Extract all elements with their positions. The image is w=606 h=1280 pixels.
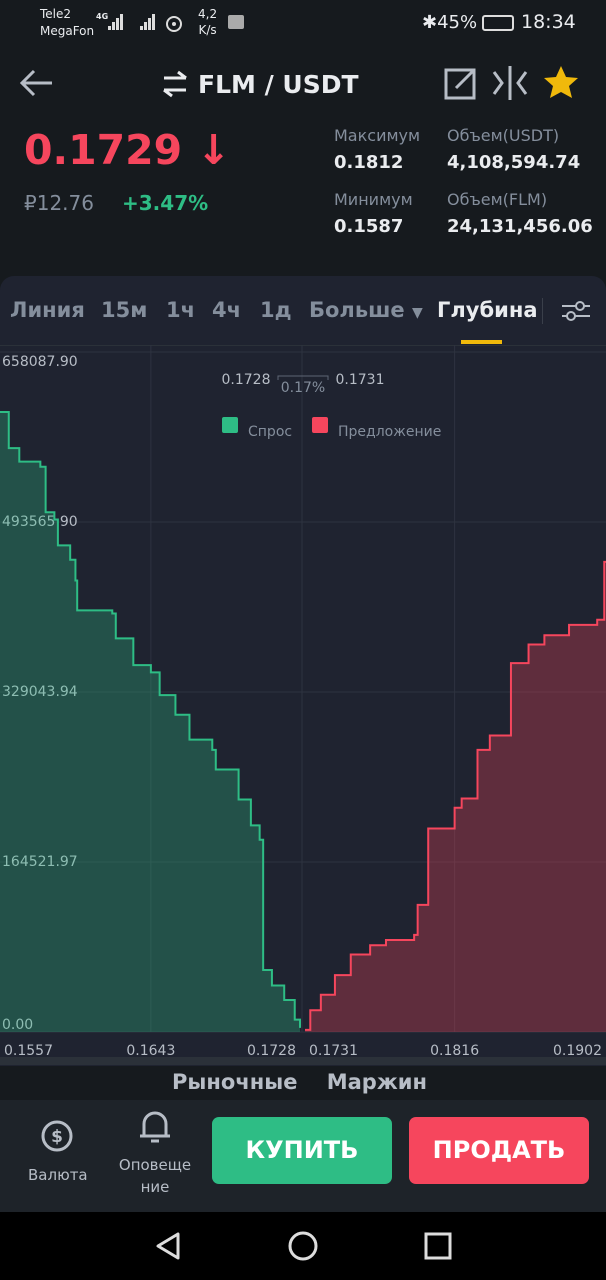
stat-label: Объем(FLM)	[447, 190, 548, 209]
stat-label: Максимум	[334, 126, 421, 145]
depth-line	[305, 560, 606, 1031]
carrier: Tele2 MegaFon	[40, 6, 94, 40]
y-tick-label: 164521.97	[2, 854, 78, 870]
divider	[542, 298, 543, 324]
y-tick-label: 329043.94	[2, 684, 78, 700]
y-tick-label: 658087.90	[2, 354, 78, 370]
network: 4G	[96, 12, 109, 21]
hms-icon	[228, 15, 244, 29]
x-tick-label: 0.1643	[126, 1043, 175, 1059]
buy-button[interactable]: КУПИТЬ	[212, 1117, 392, 1184]
speed-value: 4,2	[198, 7, 218, 21]
x-tick-label: 0.1728	[247, 1043, 296, 1059]
price-rub: ₽12.76	[24, 191, 94, 215]
price-row: 0.1729 ↓	[24, 126, 231, 174]
tab[interactable]: Больше ▼	[309, 298, 423, 322]
header-icons	[19, 66, 578, 100]
nav-bar	[0, 1212, 606, 1280]
tab[interactable]: Линия	[10, 298, 85, 322]
battery-icon	[482, 15, 514, 31]
divider	[0, 345, 606, 346]
stat-value: 4,108,594.74	[447, 152, 581, 173]
carrier1: Tele2	[40, 7, 72, 21]
tab[interactable]: 15м	[101, 298, 148, 322]
stat-value: 0.1587	[334, 216, 404, 237]
change: +3.47%	[122, 191, 209, 215]
order-tabs: Рыночные Маржин	[172, 1070, 427, 1100]
sell-button[interactable]: ПРОДАТЬ	[409, 1117, 589, 1184]
svg-text:$: $	[51, 1127, 63, 1147]
currency-icon: $	[41, 1120, 73, 1152]
legend-label: Спрос	[248, 424, 292, 440]
battery: 45%	[437, 12, 478, 33]
speed-unit: K/s	[198, 23, 217, 37]
tab-indicator	[461, 340, 502, 344]
stat-value: 24,131,456.06	[447, 216, 593, 237]
settings-icon[interactable]	[560, 298, 592, 324]
chart-panel	[0, 276, 606, 1066]
tab[interactable]: 4ч	[212, 298, 242, 322]
stat-label: Минимум	[334, 190, 413, 209]
spread-high: 0.1731	[336, 372, 385, 388]
tab-text: Больше	[309, 298, 405, 322]
alerts-button[interactable]: Оповещение	[118, 1156, 192, 1196]
x-tick-label: 0.1816	[430, 1043, 479, 1059]
order-tab[interactable]: Маржин	[326, 1070, 427, 1094]
price: 0.1729	[24, 126, 183, 174]
y-tick-label: 0.00	[2, 1017, 33, 1033]
depth-area	[305, 561, 606, 1032]
spread-bracket	[277, 375, 329, 380]
stat-label: Объем(USDT)	[447, 126, 560, 145]
speed: 4,2 K/s	[198, 6, 217, 38]
bell-icon	[140, 1111, 170, 1143]
pair[interactable]: FLM / USDT	[198, 70, 359, 99]
x-tick-label: 0.1731	[309, 1043, 358, 1059]
status-right: ✱45%	[422, 12, 478, 33]
legend-swatch	[222, 417, 238, 433]
spread-pct: 0.17%	[281, 380, 325, 396]
x-tick-label: 0.1902	[553, 1043, 602, 1059]
time: 18:34	[521, 11, 576, 33]
stat-value: 0.1812	[334, 152, 404, 173]
currency-button[interactable]: Валюта	[28, 1166, 88, 1184]
carrier2: MegaFon	[40, 24, 95, 38]
depth-line	[0, 411, 301, 1028]
signal-icons	[108, 14, 182, 32]
legend-label: Предложение	[338, 424, 441, 440]
x-tick-label: 0.1557	[4, 1043, 53, 1059]
legend-swatch	[312, 417, 328, 433]
order-tab[interactable]: Рыночные	[172, 1070, 298, 1094]
tab[interactable]: 1д	[260, 298, 292, 322]
tab[interactable]: 1ч	[166, 298, 196, 322]
tab-active[interactable]: Глубина	[437, 298, 538, 322]
depth-chart: 0.1728 0.17% 0.1731 0.00 164521.97 329043.…	[0, 345, 606, 1065]
spread-low: 0.1728	[222, 372, 271, 388]
